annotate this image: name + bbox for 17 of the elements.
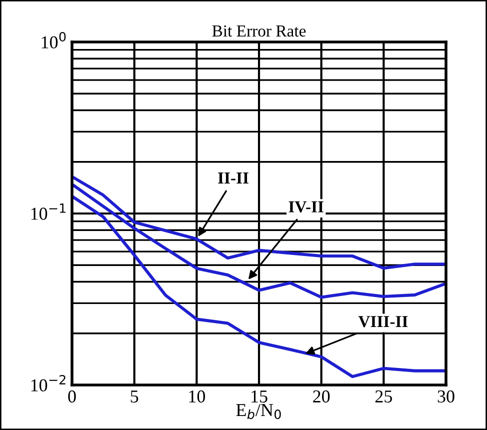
x-tick-label: 5: [130, 390, 138, 403]
annotation: II-II: [218, 172, 248, 184]
line-series: [72, 182, 446, 299]
y-tick-label: 10$^{−2}$: [31, 374, 66, 392]
x-tick-label: 30: [438, 390, 454, 403]
x-tick-label: 10: [189, 390, 206, 403]
x-axis-title: E$_{b}$/N$_{0}$: [236, 404, 281, 420]
y-tick-label: 10$^{0}$: [42, 32, 66, 48]
line-series: [72, 194, 446, 378]
annotation: IV-II: [288, 201, 324, 213]
chart-title: Bit Error Rate: [212, 25, 306, 37]
y-tick-label: 10$^{−1}$: [31, 204, 66, 220]
x-tick-label: 25: [375, 390, 392, 403]
x-tick-label: 0: [68, 390, 76, 403]
x-tick-label: 15: [252, 390, 268, 403]
x-tick-label: 20: [313, 390, 330, 403]
annotation: VIII-II: [358, 316, 408, 328]
